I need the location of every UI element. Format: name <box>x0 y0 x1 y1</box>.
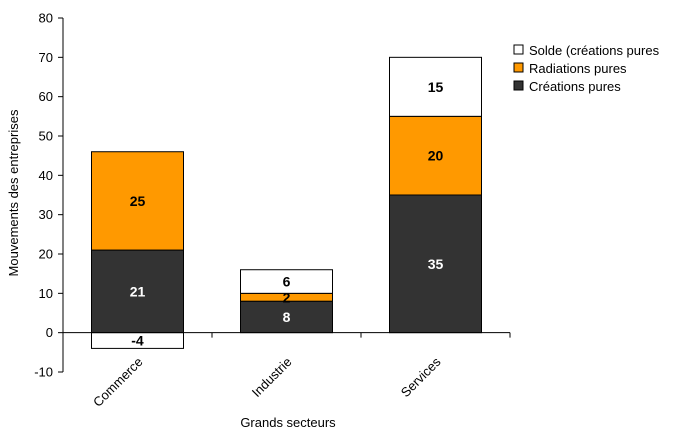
legend-swatch <box>513 80 524 91</box>
bar-segment <box>91 151 184 251</box>
y-axis-ticks: -10 0 10 20 30 40 50 60 70 80 <box>34 11 63 380</box>
bar-value-label: 21 <box>130 283 146 299</box>
bar-segment <box>91 249 184 334</box>
y-tick-label: -10 <box>34 365 53 380</box>
bar-value-label: 35 <box>428 256 444 272</box>
bar-value-label: 8 <box>283 309 291 325</box>
bar-value-label: 6 <box>283 274 291 290</box>
bar-value-label: 25 <box>130 193 146 209</box>
y-tick-label: 70 <box>39 50 53 65</box>
bar-value-label: -4 <box>131 333 144 349</box>
legend-label: Créations pures <box>529 79 621 94</box>
x-tick-label: Industrie <box>249 354 295 400</box>
bar-value-label: 20 <box>428 148 444 164</box>
bar-segment <box>240 269 333 294</box>
y-axis-title: Mouvements des entreprises <box>6 109 21 276</box>
bars: 21 25 -4 8 26 35 20 15 <box>91 56 482 349</box>
y-tick-label: 30 <box>39 207 53 222</box>
axes <box>62 18 510 372</box>
bar-value-label: 15 <box>428 79 444 95</box>
legend-swatch <box>513 62 524 73</box>
y-tick-label: 50 <box>39 129 53 144</box>
x-tick-label: Commerce <box>90 354 146 410</box>
y-tick-label: 0 <box>46 325 53 340</box>
legend: Solde (créations pures Radiations pures Cr… <box>513 43 660 94</box>
bar-segment <box>389 194 482 334</box>
legend-swatch <box>513 44 524 55</box>
legend-label: Radiations pures <box>529 61 627 76</box>
bar-segment <box>389 115 482 196</box>
bar-value-label: 2 <box>283 289 291 305</box>
y-tick-label: 60 <box>39 89 53 104</box>
y-tick-label: 80 <box>39 11 53 26</box>
y-tick-label: 10 <box>39 286 53 301</box>
y-tick-label: 40 <box>39 168 53 183</box>
bar-segment <box>389 56 482 117</box>
legend-label: Solde (créations pures <box>529 43 660 58</box>
x-tick-label: Services <box>398 354 444 400</box>
x-axis-title: Grands secteurs <box>240 415 336 430</box>
y-tick-label: 20 <box>39 247 53 262</box>
